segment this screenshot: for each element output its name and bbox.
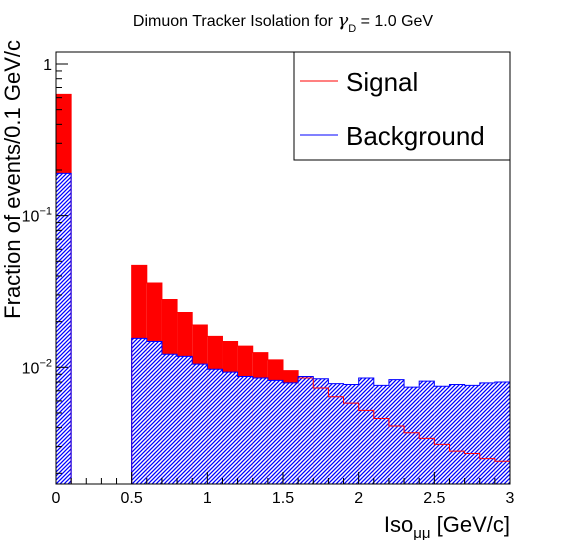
background-bar [298, 376, 314, 484]
legend-signal-label: Signal [346, 67, 418, 97]
background-bar [283, 382, 299, 484]
legend: Signal Background [293, 51, 511, 161]
y-tick-label: 1 [43, 57, 52, 74]
x-axis-title-subscript: μμ [413, 525, 430, 540]
x-tick-label: 2.5 [423, 490, 445, 507]
y-axis-title: Fraction of events/0.1 GeV/c [0, 40, 25, 319]
title-subscript: D [348, 23, 356, 35]
background-bar [207, 369, 223, 484]
legend-box [293, 51, 511, 161]
x-tick-label: 2 [354, 490, 363, 507]
background-bar [177, 356, 193, 484]
background-bar [494, 381, 510, 484]
background-bar [161, 354, 178, 484]
chart-title: Dimuon Tracker Isolation for γD = 1.0 Ge… [133, 10, 434, 35]
background-bar [192, 364, 208, 484]
background-bar [479, 382, 495, 484]
background-bar [237, 376, 253, 484]
background-bar [358, 378, 374, 484]
background-bar [328, 383, 344, 484]
background-bar [146, 341, 162, 484]
background-bar [449, 384, 465, 484]
y-tick-label: 10−2 [22, 357, 52, 377]
x-tick-label: 1 [203, 490, 212, 507]
background-bar [267, 380, 283, 484]
gamma-symbol: γ [337, 10, 348, 31]
x-tick-label: 3 [506, 490, 515, 507]
background-bar [464, 385, 480, 484]
background-bar [373, 385, 389, 484]
background-bar [252, 378, 268, 484]
x-axis-title: Isoμμ [GeV/c] [384, 512, 510, 540]
background-bar [434, 386, 450, 484]
background-bar [313, 378, 329, 484]
axes: 0 0.5 1 1.5 2 2.5 3 1 10−1 10−2 [22, 51, 515, 507]
y-tick-label: 10−1 [22, 206, 52, 226]
x-tick-label: 1.5 [272, 490, 294, 507]
background-bar [419, 381, 435, 484]
background-bar [222, 372, 238, 484]
legend-background-label: Background [346, 121, 485, 151]
x-tick-label: 0 [52, 490, 61, 507]
background-bar [388, 379, 405, 484]
histogram-bars [55, 93, 511, 485]
x-tick-label: 0.5 [121, 490, 143, 507]
background-bar [404, 387, 420, 484]
background-bar [343, 384, 359, 484]
background-bar [131, 338, 147, 484]
background-bar [56, 173, 72, 485]
